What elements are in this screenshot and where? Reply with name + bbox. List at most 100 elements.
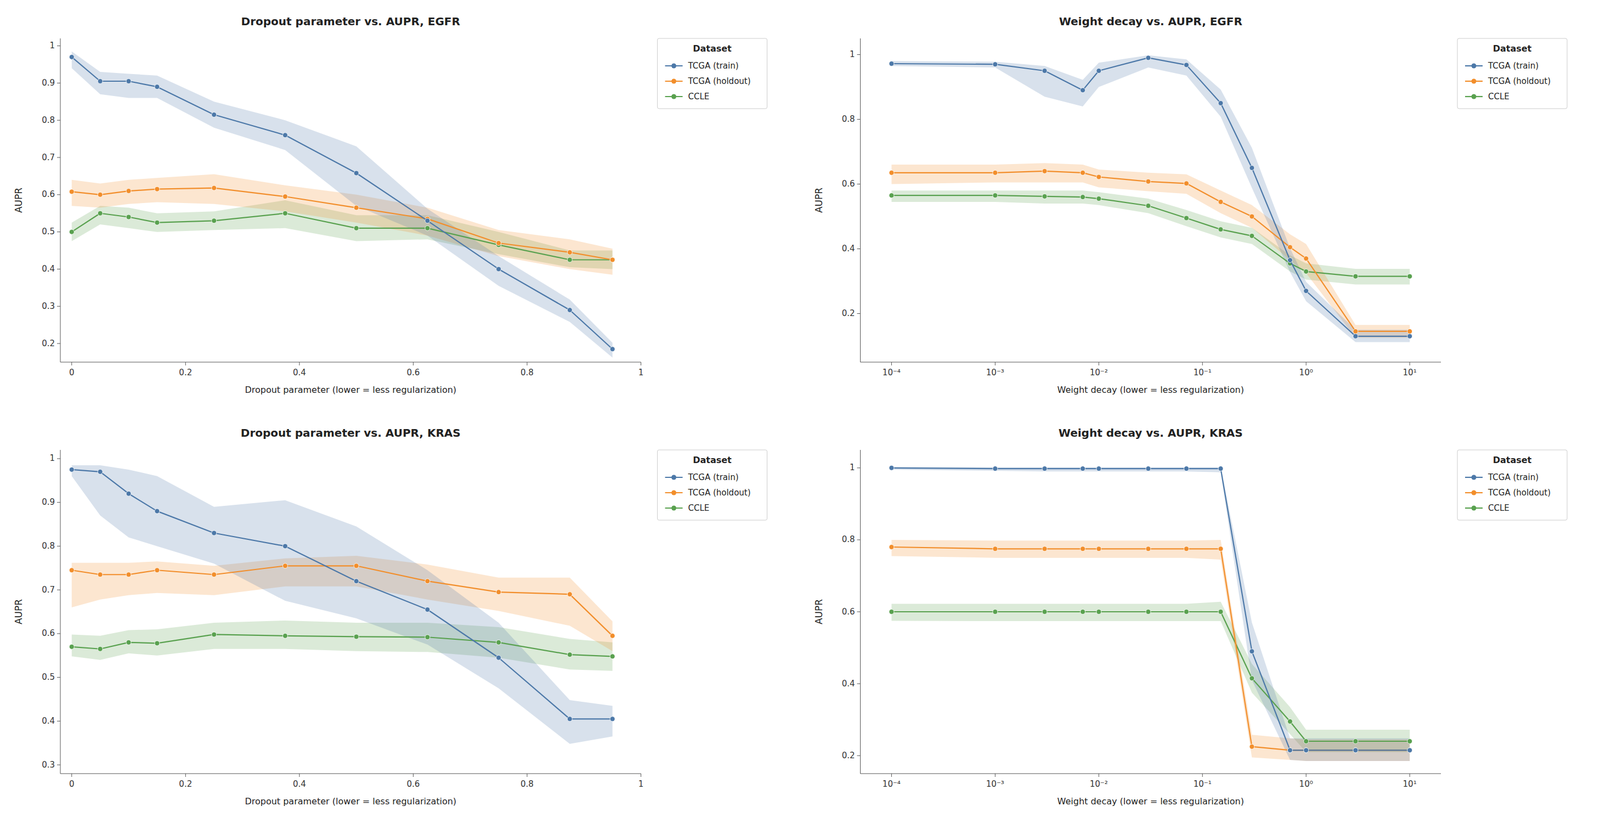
- x-tick-label: 1: [638, 778, 644, 789]
- point: [353, 634, 359, 640]
- y-axis-line: [60, 449, 61, 774]
- point: [1080, 609, 1086, 615]
- point: [69, 643, 75, 649]
- point: [567, 652, 573, 658]
- point: [425, 578, 431, 584]
- point: [567, 249, 573, 255]
- legend-label: TCGA (train): [1487, 472, 1539, 483]
- point: [1145, 546, 1151, 552]
- point: [69, 567, 75, 573]
- legend: DatasetTCGA (train)TCGA (holdout)CCLE: [1457, 449, 1568, 520]
- legend-box: [1457, 449, 1568, 520]
- point: [126, 572, 132, 578]
- point: [1096, 466, 1102, 472]
- x-tick-label: 0: [69, 367, 75, 378]
- y-tick-label: 0.4: [41, 715, 55, 726]
- point: [211, 185, 217, 191]
- point: [154, 186, 160, 192]
- y-tick: [57, 676, 61, 678]
- plot-area: [69, 51, 615, 358]
- y-tick-label: 0.4: [841, 243, 856, 254]
- point: [609, 632, 615, 638]
- point: [1080, 546, 1086, 552]
- point: [97, 468, 103, 474]
- y-tick: [57, 45, 61, 47]
- legend-label: TCGA (holdout): [687, 487, 751, 498]
- point: [1183, 181, 1189, 186]
- series-line: [71, 565, 613, 636]
- point: [609, 346, 615, 352]
- y-tick-label: 0.6: [841, 178, 856, 189]
- point: [1096, 174, 1102, 180]
- y-tick: [57, 343, 61, 344]
- point: [1145, 178, 1151, 184]
- point: [1218, 227, 1224, 233]
- x-tick-label: 10¹: [1403, 367, 1417, 378]
- x-tick-label: 0.6: [406, 367, 420, 378]
- panel: 0.20.30.40.50.60.70.80.9100.20.40.60.81D…: [13, 14, 768, 395]
- y-tick-label: 0.7: [41, 584, 55, 595]
- point: [496, 654, 502, 660]
- x-tick-label: 10⁻¹: [1193, 367, 1212, 378]
- point: [1249, 165, 1255, 171]
- y-tick-label: 0.4: [41, 263, 55, 274]
- point: [1353, 273, 1359, 279]
- band: [891, 190, 1410, 285]
- band: [891, 539, 1410, 761]
- y-tick: [57, 458, 61, 459]
- x-tick-label: 0.8: [520, 367, 534, 378]
- y-tick-label: 1: [849, 49, 856, 60]
- legend-title: Dataset: [692, 454, 732, 466]
- x-axis-line: [860, 362, 1442, 363]
- y-tick: [57, 306, 61, 307]
- legend-marker: [1471, 490, 1477, 496]
- point: [1303, 738, 1309, 744]
- point: [69, 466, 75, 472]
- point: [1080, 194, 1086, 200]
- panel: 0.20.40.60.8110⁻⁴10⁻³10⁻²10⁻¹10⁰10¹Weigh…: [813, 14, 1568, 395]
- legend-label: TCGA (train): [1487, 60, 1539, 71]
- panel: 0.20.40.60.8110⁻⁴10⁻³10⁻²10⁻¹10⁰10¹Weigh…: [813, 426, 1568, 807]
- x-tick: [994, 773, 996, 777]
- point: [1096, 546, 1102, 552]
- point: [1042, 609, 1048, 615]
- x-tick-label: 0.8: [520, 778, 534, 789]
- point: [1183, 609, 1189, 615]
- point: [1353, 747, 1359, 753]
- y-tick: [57, 231, 61, 233]
- band: [891, 55, 1410, 343]
- point: [1183, 62, 1189, 68]
- legend-marker: [671, 505, 677, 511]
- y-tick: [57, 632, 61, 634]
- legend-label: CCLE: [1488, 91, 1510, 102]
- x-tick: [298, 773, 300, 777]
- point: [889, 465, 895, 471]
- legend-marker: [1471, 505, 1477, 511]
- y-tick: [857, 119, 861, 120]
- point: [353, 225, 359, 231]
- x-axis-label: Weight decay (lower = less regularizatio…: [1057, 384, 1245, 395]
- y-axis-label: AUPR: [13, 598, 25, 625]
- x-tick: [71, 362, 72, 366]
- point: [1303, 256, 1309, 262]
- y-tick: [57, 268, 61, 270]
- legend-marker: [671, 475, 677, 480]
- legend-label: TCGA (train): [687, 60, 739, 71]
- point: [425, 218, 431, 224]
- legend-label: TCGA (holdout): [1487, 487, 1551, 498]
- x-tick-label: 10⁰: [1299, 778, 1314, 789]
- x-tick-label: 10⁻⁴: [882, 778, 901, 789]
- point: [1096, 68, 1102, 74]
- x-tick-label: 0.2: [178, 367, 192, 378]
- x-tick-label: 0: [69, 778, 75, 789]
- point: [1080, 170, 1086, 175]
- point: [1042, 466, 1048, 472]
- legend-marker: [671, 63, 677, 69]
- x-tick-label: 10⁰: [1299, 367, 1314, 378]
- y-axis-label: AUPR: [813, 598, 825, 625]
- x-tick-label: 10¹: [1403, 778, 1417, 789]
- x-tick: [1202, 773, 1203, 777]
- point: [889, 193, 895, 199]
- legend-marker: [671, 94, 677, 100]
- x-tick: [891, 773, 892, 777]
